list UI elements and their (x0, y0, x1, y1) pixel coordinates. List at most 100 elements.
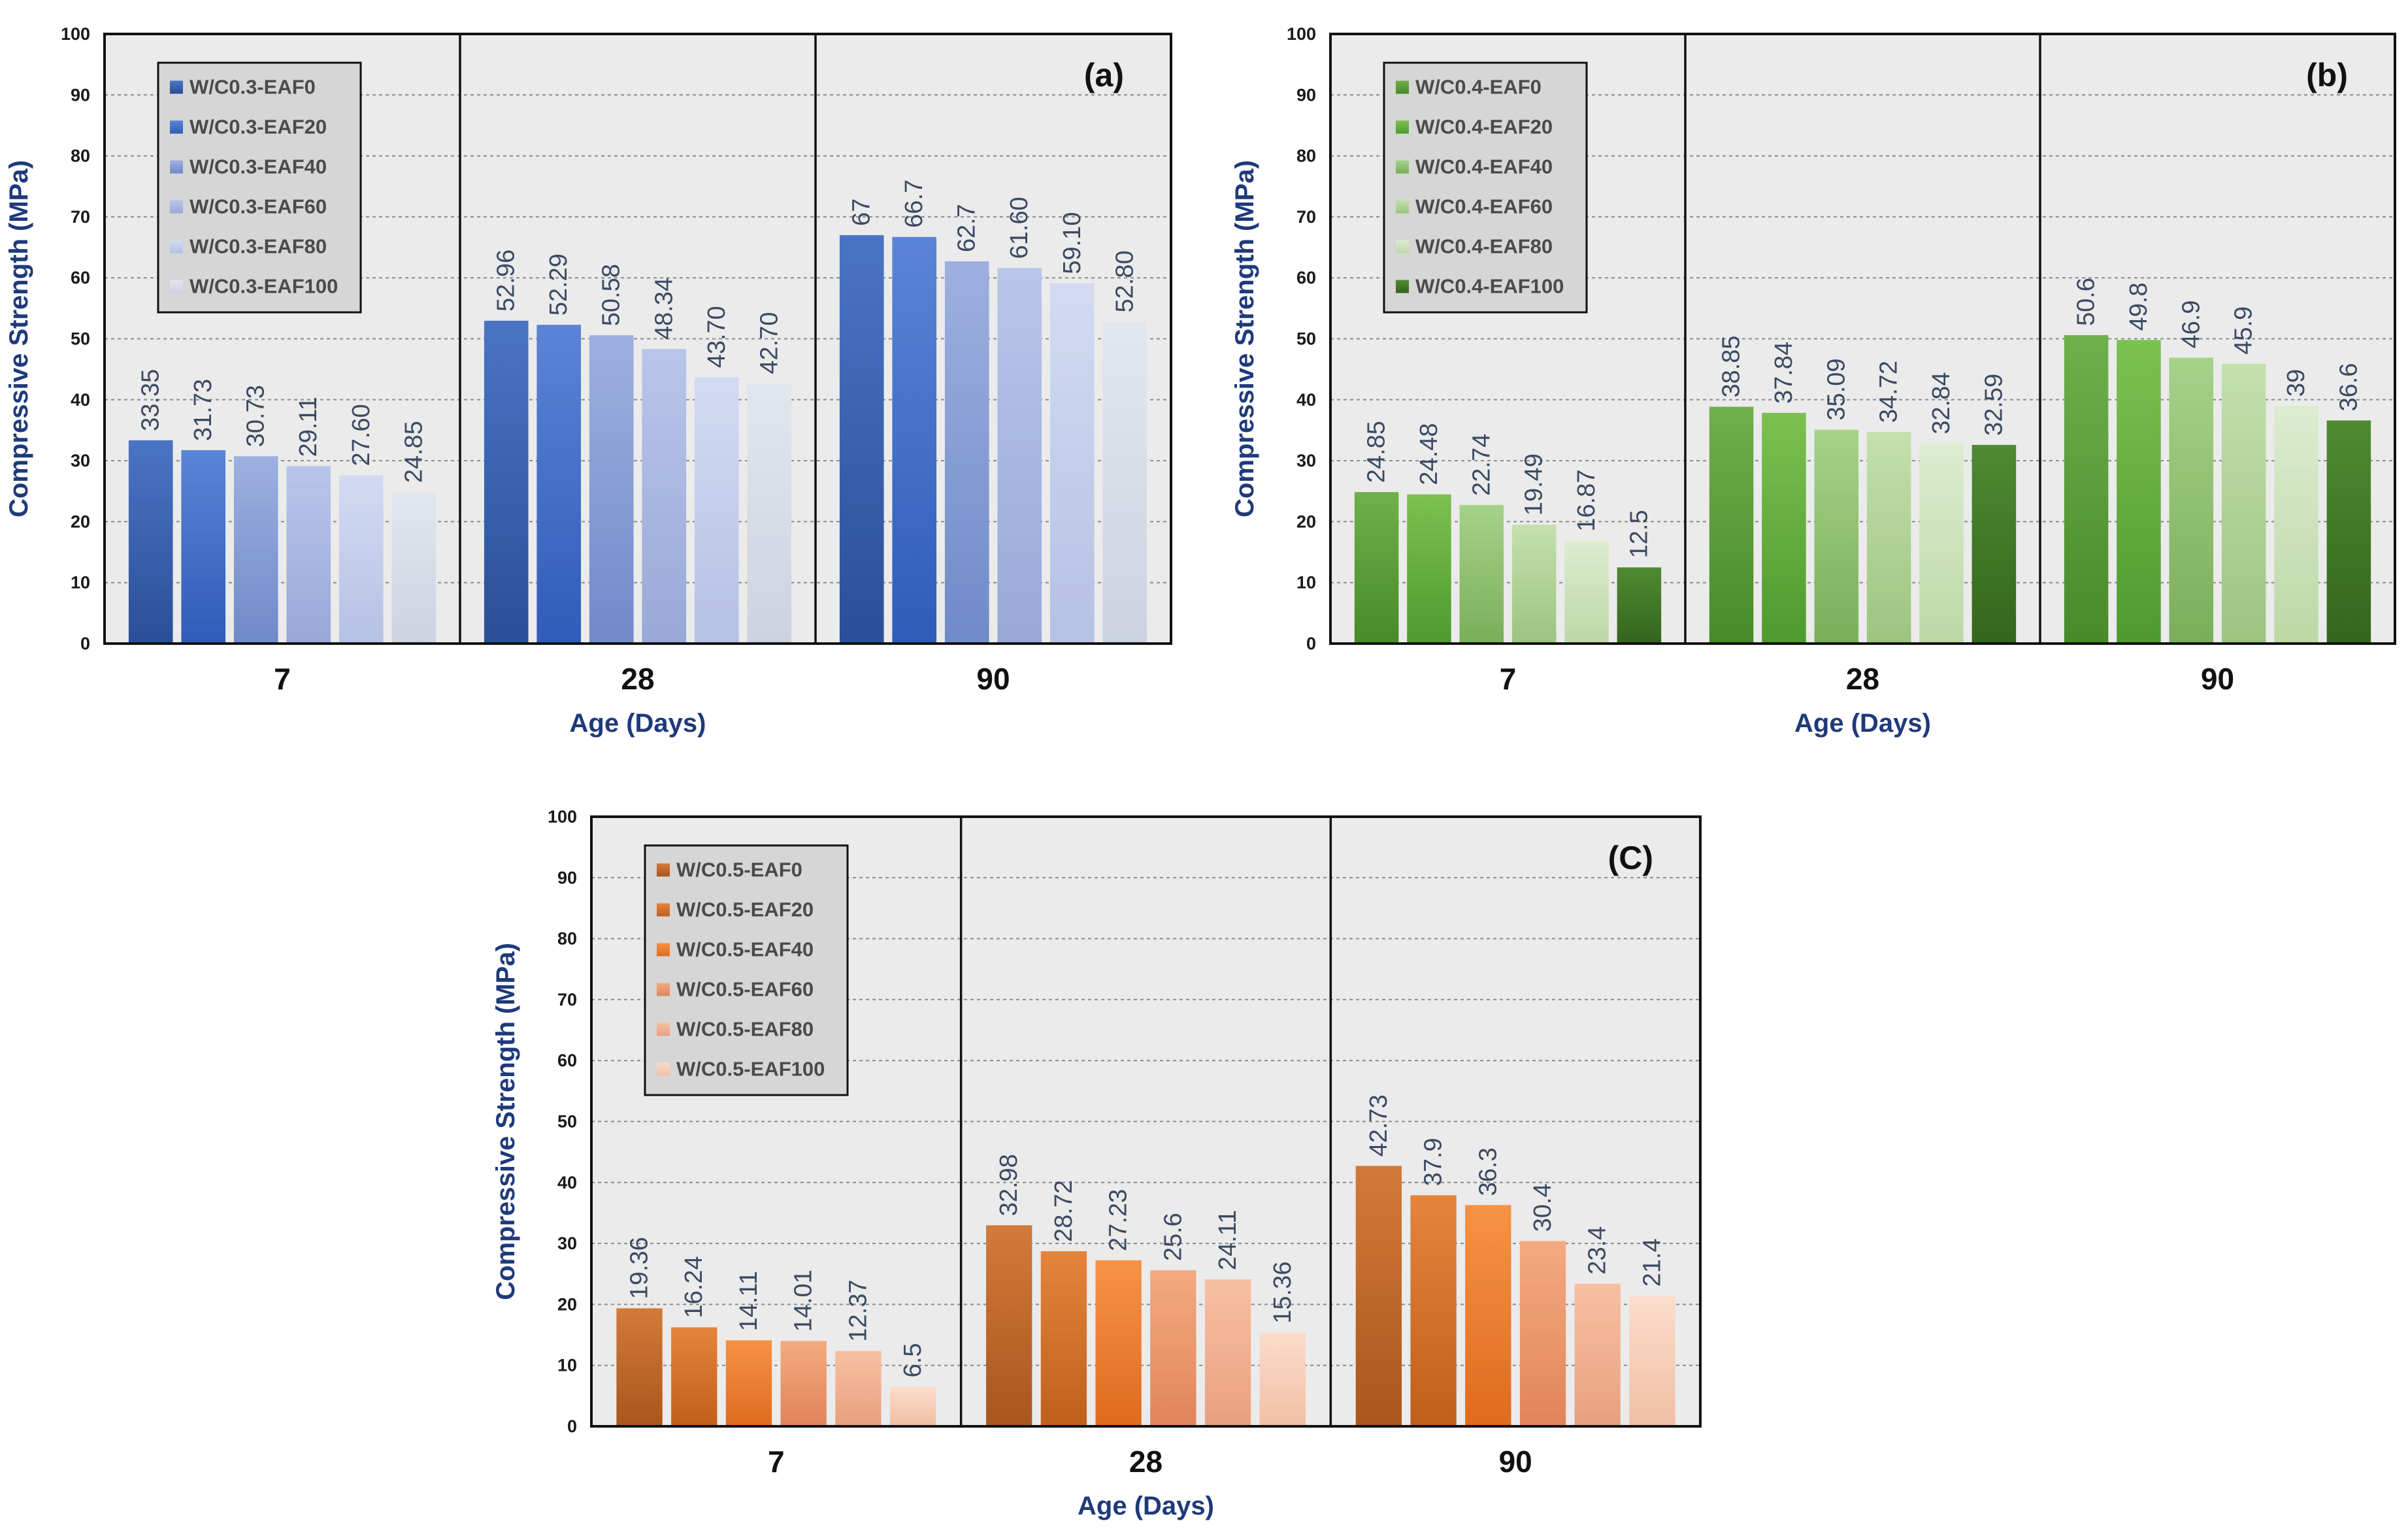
bar-value-label: 15.36 (1269, 1262, 1296, 1324)
bar (181, 450, 226, 644)
y-tick-label: 0 (80, 634, 90, 653)
bar-value-label: 30.73 (242, 385, 270, 447)
y-tick-label: 80 (557, 929, 577, 949)
y-tick-label: 20 (557, 1294, 577, 1314)
x-category-label: 90 (2201, 662, 2234, 696)
bar-value-label: 36.3 (1474, 1147, 1502, 1196)
bar-value-label: 21.4 (1638, 1238, 1666, 1286)
bar (1259, 1332, 1306, 1426)
bar-value-label: 32.98 (995, 1154, 1023, 1216)
legend-swatch (657, 903, 670, 917)
bar-value-label: 6.5 (899, 1343, 927, 1378)
bar-value-label: 66.7 (900, 180, 928, 228)
bar (1971, 444, 2017, 644)
bar-value-label: 28.72 (1050, 1180, 1078, 1242)
legend-entry-label: W/C0.5-EAF0 (676, 859, 802, 881)
bar-value-label: 24.48 (1415, 423, 1443, 485)
plot-border (590, 815, 1702, 1428)
bar (986, 1225, 1032, 1426)
legend-box (644, 844, 849, 1096)
plot-border (1329, 33, 2396, 645)
bar-value-label: 61.60 (1006, 197, 1033, 259)
bar-value-label: 14.01 (790, 1270, 817, 1332)
bar-value-label: 29.11 (295, 397, 322, 457)
legend-box (157, 61, 362, 314)
x-category-label: 7 (768, 1445, 785, 1479)
y-tick-label: 40 (557, 1173, 577, 1192)
legend-swatch (170, 160, 183, 174)
bar-value-label: 27.60 (348, 404, 375, 466)
legend-swatch (1396, 200, 1409, 214)
bar (1564, 540, 1609, 644)
bar (1617, 567, 1662, 644)
x-axis-title: Age (Days) (1794, 709, 1931, 738)
bar (1355, 1166, 1402, 1426)
legend-entry-label: W/C0.4-EAF40 (1415, 156, 1553, 178)
x-category-label: 90 (976, 662, 1010, 696)
bar (2326, 420, 2371, 644)
x-category-label: 28 (1846, 662, 1879, 696)
bar-value-label: 19.49 (1521, 453, 1548, 516)
legend-entry-label: W/C0.4-EAF100 (1415, 275, 1564, 298)
y-tick-label: 10 (71, 573, 90, 593)
bar-value-label: 50.6 (2073, 278, 2100, 326)
legend-entry-label: W/C0.3-EAF60 (190, 195, 327, 218)
y-tick-label: 40 (1296, 390, 1316, 410)
bar (1511, 525, 1557, 644)
y-tick-label: 30 (1296, 451, 1316, 470)
bar (944, 261, 989, 644)
panel-label: (a) (1084, 57, 1124, 93)
bar-value-label: 24.85 (400, 421, 427, 483)
x-category-label: 7 (1500, 662, 1517, 696)
bar (1465, 1205, 1511, 1426)
bar-value-label: 24.85 (1363, 421, 1391, 483)
bar-value-label: 49.8 (2125, 282, 2152, 331)
legend-entry-label: W/C0.5-EAF20 (676, 898, 814, 921)
bar-value-label: 37.9 (1420, 1138, 1447, 1186)
bar (1574, 1283, 1621, 1426)
bar-value-label: 42.73 (1365, 1094, 1393, 1156)
bar (747, 383, 792, 644)
legend-entry-label: W/C0.5-EAF40 (676, 938, 814, 961)
legend-swatch (1396, 160, 1409, 174)
legend-swatch (1396, 240, 1409, 254)
bar-value-label: 32.59 (1980, 374, 2007, 436)
chart-panel-3: 0 10 20 30 40 50 60 70 80 90 100 19.36 16.24 14.11 14.… (491, 807, 1702, 1520)
x-category-label: 28 (621, 662, 654, 696)
legend-entry-label: W/C0.3-EAF40 (190, 156, 327, 178)
bar-value-label: 48.34 (650, 278, 678, 340)
legend-entry-label: W/C0.3-EAF80 (190, 235, 327, 258)
bar (725, 1340, 772, 1426)
legend-entry-label: W/C0.3-EAF100 (190, 275, 338, 298)
bar (536, 325, 582, 644)
bar (1519, 1241, 1566, 1426)
legend-swatch (170, 80, 183, 94)
legend-swatch (657, 983, 670, 996)
bar (1814, 429, 1859, 644)
bar (835, 1351, 882, 1426)
bar (1629, 1296, 1675, 1426)
y-tick-label: 60 (1296, 268, 1316, 287)
y-tick-label: 50 (557, 1112, 577, 1132)
bar-value-label: 35.09 (1822, 359, 1850, 421)
bar (589, 335, 634, 644)
bar-value-label: 67 (848, 199, 876, 226)
legend-swatch (170, 120, 183, 134)
bar-value-label: 27.23 (1105, 1189, 1132, 1251)
bar (671, 1327, 717, 1426)
bar (1095, 1260, 1142, 1426)
y-tick-label: 70 (1296, 207, 1316, 227)
bar (1410, 1195, 1457, 1426)
legend-swatch (657, 863, 670, 877)
legend-swatch (170, 280, 183, 293)
bar (1919, 443, 1964, 644)
legend-box (1383, 61, 1588, 314)
legend: W/C0.3-EAF0 W/C0.3-EAF20 W/C0.3-EAF40 W/C0.… (157, 61, 362, 314)
legend-entry-label: W/C0.3-EAF0 (190, 76, 316, 99)
bar-value-label: 24.11 (1214, 1210, 1242, 1270)
legend-swatch (657, 1023, 670, 1036)
y-tick-label: 70 (557, 990, 577, 1009)
y-tick-label: 100 (1287, 24, 1316, 44)
chart-panel-2: 0 10 20 30 40 50 60 70 80 90 100 24.85 24.48 22.74 19.… (1230, 24, 2396, 738)
chart-panel-1: 0 10 20 30 40 50 60 70 80 90 100 33.35 31.73 30.73 29.… (5, 24, 1172, 738)
